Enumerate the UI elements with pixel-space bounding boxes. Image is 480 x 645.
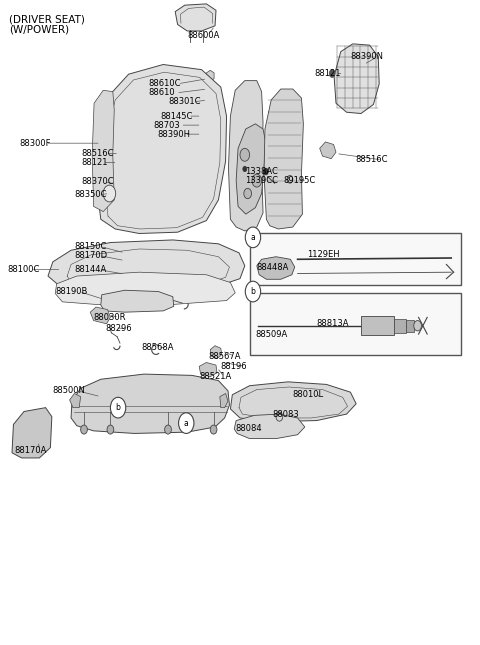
Polygon shape [96,64,227,233]
Text: 88521A: 88521A [199,372,231,381]
Text: 88296: 88296 [106,324,132,333]
Polygon shape [199,362,217,377]
Text: 88390H: 88390H [157,130,191,139]
Bar [250,233,461,285]
Polygon shape [361,316,394,335]
Text: 89195C: 89195C [283,176,315,185]
Text: 88301C: 88301C [168,97,201,106]
Circle shape [245,281,261,302]
Circle shape [329,70,335,77]
Polygon shape [206,70,214,81]
Bar [250,293,461,355]
Circle shape [210,425,217,434]
Text: 88121: 88121 [314,69,341,78]
Text: b: b [116,403,120,412]
Circle shape [240,148,250,161]
Text: 88083: 88083 [273,410,300,419]
Circle shape [81,425,87,434]
Text: 1338AC: 1338AC [245,167,277,176]
Circle shape [103,185,116,202]
Circle shape [107,425,114,434]
Polygon shape [90,307,110,324]
Polygon shape [230,382,356,422]
Polygon shape [264,89,303,229]
Text: a: a [251,233,255,242]
Polygon shape [334,44,379,114]
Text: a: a [184,419,189,428]
Text: 88610: 88610 [149,88,175,97]
Polygon shape [175,4,216,31]
Circle shape [244,188,252,199]
Text: 88516C: 88516C [355,155,388,164]
Circle shape [110,397,126,418]
Text: 88370C: 88370C [82,177,114,186]
Text: 88150C: 88150C [74,242,107,251]
Polygon shape [210,346,222,359]
Circle shape [252,174,262,187]
Polygon shape [101,290,174,312]
Polygon shape [210,82,217,93]
Text: 88145C: 88145C [161,112,193,121]
Text: 88300F: 88300F [19,139,51,148]
Text: 88390N: 88390N [350,52,384,61]
Text: 88350C: 88350C [74,190,107,199]
Text: 88600A: 88600A [187,31,219,40]
Text: 88813A: 88813A [317,319,349,328]
Text: 1339CC: 1339CC [245,176,278,185]
Polygon shape [12,408,52,458]
Circle shape [414,321,421,331]
Polygon shape [55,272,235,304]
Circle shape [264,168,268,175]
Polygon shape [220,393,228,408]
Circle shape [165,425,171,434]
Polygon shape [236,124,266,214]
Text: 88703: 88703 [154,121,180,130]
Circle shape [245,227,261,248]
Text: 88516C: 88516C [82,149,114,158]
Text: 88144A: 88144A [74,265,107,274]
Text: (DRIVER SEAT): (DRIVER SEAT) [9,14,84,25]
Text: b: b [251,287,255,296]
Text: (W/POWER): (W/POWER) [9,25,69,35]
Text: 88170D: 88170D [74,251,108,260]
Polygon shape [257,257,295,279]
Polygon shape [71,374,229,433]
Text: 88568A: 88568A [142,342,174,352]
Text: 88084: 88084 [235,424,262,433]
Polygon shape [48,240,245,290]
Polygon shape [228,81,263,231]
Polygon shape [70,393,81,408]
Polygon shape [320,142,336,159]
Circle shape [179,413,194,433]
Text: 88509A: 88509A [255,330,288,339]
Text: 88610C: 88610C [149,79,181,88]
Text: 88500N: 88500N [53,386,85,395]
Polygon shape [92,90,114,212]
Text: 88010L: 88010L [293,390,324,399]
Text: 88567A: 88567A [209,352,241,361]
Polygon shape [234,414,305,439]
Text: 88196: 88196 [221,362,247,371]
Text: 88170A: 88170A [14,446,47,455]
Text: 88121: 88121 [82,158,108,167]
Text: 1129EH: 1129EH [307,250,340,259]
Text: 88448A: 88448A [257,263,289,272]
Polygon shape [394,319,406,333]
Circle shape [243,166,247,172]
Polygon shape [406,320,414,332]
Text: 88100C: 88100C [7,265,39,274]
Text: 88190B: 88190B [55,287,87,296]
Text: 88030R: 88030R [94,313,126,322]
